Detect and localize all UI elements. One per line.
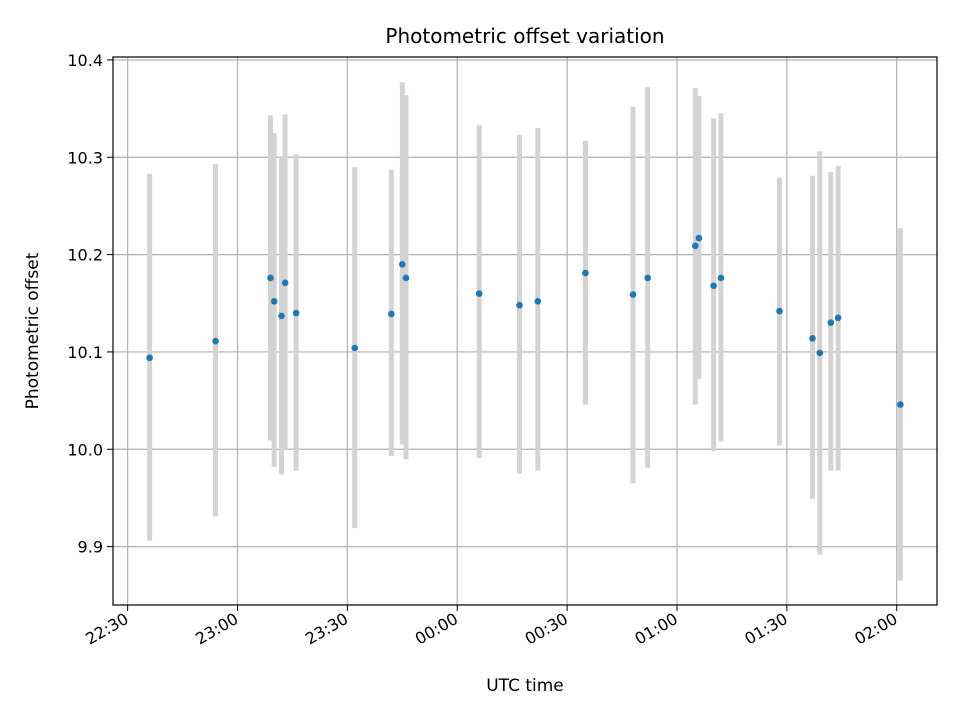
data-point	[281, 279, 289, 287]
y-tick-label: 10.1	[67, 343, 103, 362]
data-point	[399, 261, 406, 268]
y-tick-label: 10.3	[67, 148, 103, 167]
data-point	[816, 349, 824, 357]
data-point	[146, 354, 153, 362]
data-point	[834, 314, 842, 322]
data-point	[644, 274, 651, 282]
x-axis-label: UTC time	[486, 676, 564, 696]
data-point	[695, 234, 703, 242]
data-point	[270, 298, 278, 305]
data-point	[351, 344, 359, 352]
grid	[113, 57, 937, 605]
data-point	[629, 291, 637, 298]
y-tick-label: 9.9	[78, 538, 103, 557]
y-axis-label: Photometric offset	[23, 252, 43, 409]
data-point	[582, 269, 589, 277]
data-point	[691, 242, 699, 250]
data-points	[146, 234, 904, 408]
data-point	[776, 307, 783, 315]
y-tick-label: 10.2	[67, 246, 103, 265]
data-point	[212, 337, 219, 345]
data-point	[402, 274, 410, 282]
y-tick-label: 10.4	[67, 51, 103, 70]
data-point	[278, 312, 285, 320]
plot-frame	[112, 56, 938, 606]
data-point	[827, 319, 835, 327]
data-point	[717, 274, 725, 282]
y-tick-label: 10.0	[67, 440, 103, 459]
data-point	[534, 298, 542, 305]
data-point	[267, 274, 274, 282]
data-point	[475, 290, 483, 297]
chart-title: Photometric offset variation	[385, 24, 664, 48]
data-point	[710, 282, 717, 290]
y-axis-ticks: 9.9 10.0 10.1 10.2 10.3 10.4	[67, 51, 113, 557]
data-point	[809, 335, 816, 342]
data-point	[897, 401, 904, 408]
data-point	[292, 309, 300, 317]
data-point	[516, 301, 523, 309]
data-point	[388, 310, 395, 318]
